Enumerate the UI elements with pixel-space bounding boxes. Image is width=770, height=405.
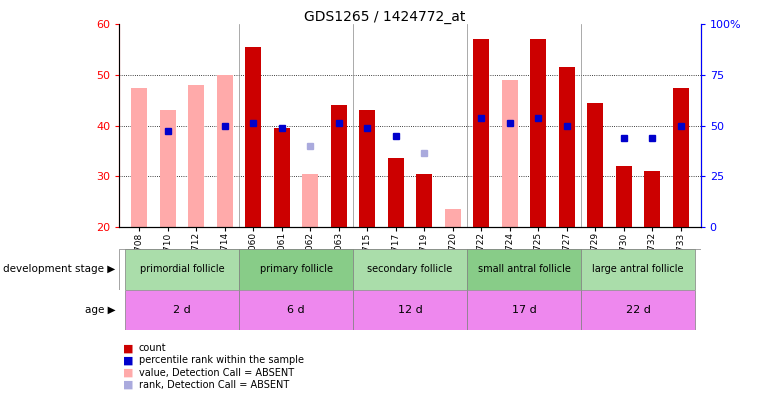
FancyBboxPatch shape: [125, 290, 239, 330]
Bar: [673, 87, 688, 227]
Bar: [132, 87, 147, 227]
Bar: [160, 111, 176, 227]
FancyBboxPatch shape: [353, 290, 467, 330]
Bar: [331, 105, 347, 227]
FancyBboxPatch shape: [239, 290, 353, 330]
Text: GDS1265 / 1424772_at: GDS1265 / 1424772_at: [304, 10, 466, 24]
Text: ■: ■: [123, 368, 134, 377]
Text: 2 d: 2 d: [173, 305, 191, 315]
Bar: [502, 80, 517, 227]
Bar: [616, 166, 631, 227]
Text: primordial follicle: primordial follicle: [139, 264, 224, 274]
Text: ■: ■: [123, 380, 134, 390]
Text: development stage ▶: development stage ▶: [3, 264, 115, 274]
Bar: [644, 171, 660, 227]
Bar: [417, 174, 432, 227]
FancyBboxPatch shape: [239, 249, 353, 290]
Text: ■: ■: [123, 356, 134, 365]
Text: rank, Detection Call = ABSENT: rank, Detection Call = ABSENT: [139, 380, 289, 390]
Text: ■: ■: [123, 343, 134, 353]
Text: 22 d: 22 d: [625, 305, 651, 315]
Bar: [217, 75, 233, 227]
Bar: [274, 128, 290, 227]
FancyBboxPatch shape: [581, 290, 695, 330]
Text: secondary follicle: secondary follicle: [367, 264, 453, 274]
Text: 17 d: 17 d: [511, 305, 537, 315]
Text: age ▶: age ▶: [85, 305, 116, 315]
Bar: [531, 40, 546, 227]
Text: value, Detection Call = ABSENT: value, Detection Call = ABSENT: [139, 368, 293, 377]
Text: count: count: [139, 343, 166, 353]
FancyBboxPatch shape: [353, 249, 467, 290]
Text: 12 d: 12 d: [397, 305, 423, 315]
FancyBboxPatch shape: [467, 290, 581, 330]
Bar: [303, 174, 318, 227]
Text: small antral follicle: small antral follicle: [477, 264, 571, 274]
FancyBboxPatch shape: [467, 249, 581, 290]
Text: percentile rank within the sample: percentile rank within the sample: [139, 356, 303, 365]
Text: primary follicle: primary follicle: [259, 264, 333, 274]
Bar: [360, 111, 375, 227]
FancyBboxPatch shape: [125, 249, 239, 290]
Text: large antral follicle: large antral follicle: [592, 264, 684, 274]
Text: 6 d: 6 d: [287, 305, 305, 315]
Bar: [388, 158, 403, 227]
Bar: [559, 67, 574, 227]
Bar: [474, 40, 489, 227]
Bar: [445, 209, 460, 227]
Bar: [246, 47, 261, 227]
Bar: [189, 85, 204, 227]
Bar: [588, 103, 603, 227]
FancyBboxPatch shape: [581, 249, 695, 290]
